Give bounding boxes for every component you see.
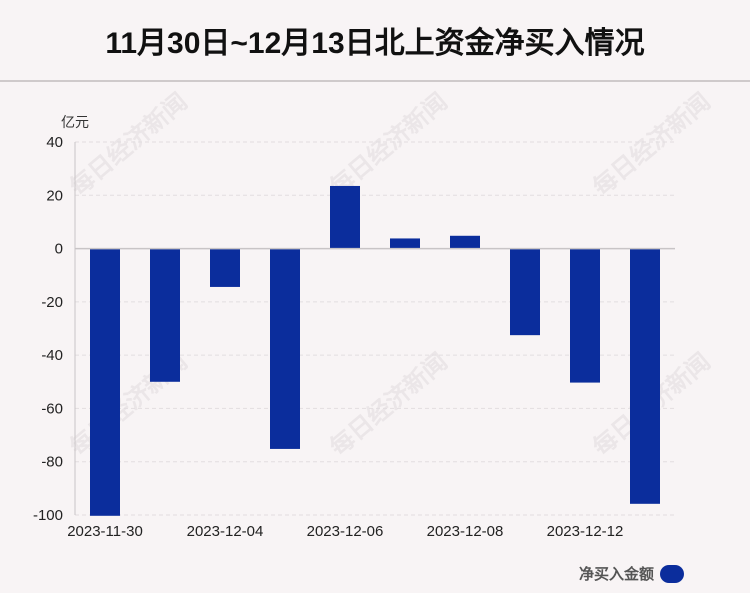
bar <box>270 248 300 449</box>
bar <box>330 185 360 249</box>
bar <box>210 248 240 287</box>
bar <box>570 248 600 383</box>
legend-label: 净买入金额 <box>578 566 654 583</box>
y-tick-label: 20 <box>46 187 63 204</box>
bar <box>630 248 660 504</box>
bar <box>150 248 180 382</box>
y-tick-label: 0 <box>55 241 63 258</box>
bar <box>90 248 120 516</box>
y-tick-label: -60 <box>41 400 63 417</box>
x-tick-label: 2023-11-30 <box>67 523 143 540</box>
y-tick-label: -40 <box>41 347 63 364</box>
x-tick-label: 2023-12-12 <box>547 523 624 540</box>
legend: 净买入金额 <box>579 563 684 584</box>
x-tick-label: 2023-12-06 <box>307 523 384 540</box>
y-tick-label: 40 <box>46 134 63 151</box>
y-axis-unit-label: 亿元 <box>61 114 89 130</box>
x-tick-label: 2023-12-08 <box>427 523 504 540</box>
bar <box>510 248 540 336</box>
chart-title: 11月30日~12月13日北上资金净买入情况 <box>105 27 645 60</box>
y-tick-label: -20 <box>41 294 63 311</box>
y-tick-label: -80 <box>41 454 63 471</box>
y-tick-label: -100 <box>33 507 63 524</box>
title-divider <box>0 80 750 82</box>
x-tick-label: 2023-12-04 <box>187 523 264 540</box>
legend-swatch <box>660 564 684 583</box>
bar <box>390 238 420 249</box>
bar <box>450 235 480 249</box>
